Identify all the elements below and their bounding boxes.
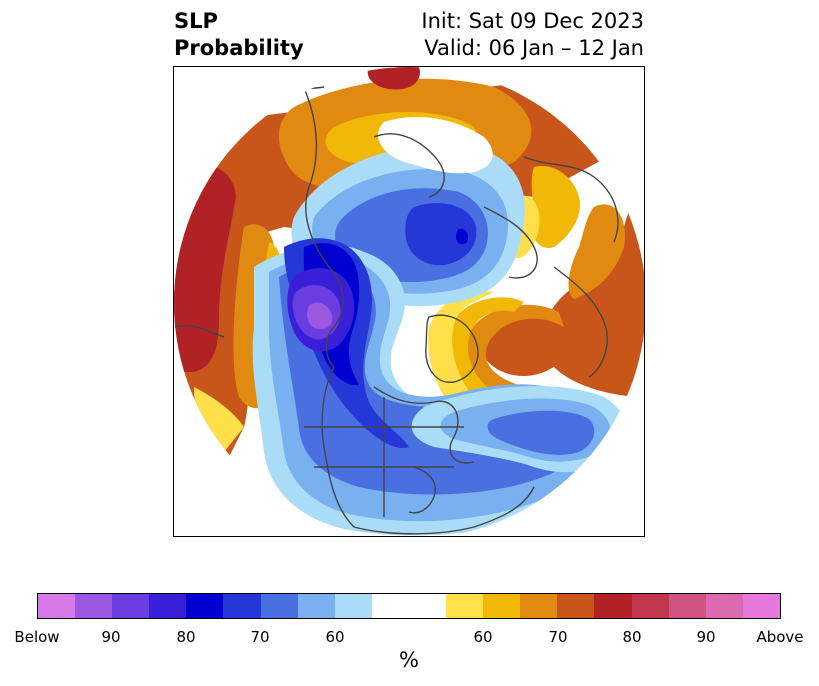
greenland-above-yellow (447, 297, 524, 407)
colorbar-segment (705, 594, 743, 618)
colorbar-segment (149, 594, 187, 618)
colorbar-segment (742, 594, 780, 618)
probability-map (174, 67, 644, 536)
cb-label-below: Below (14, 628, 60, 646)
atlantic-below-blue (487, 410, 595, 455)
cb-label-below-80: 80 (176, 628, 196, 646)
arctic-below-darkblue (456, 228, 469, 245)
cb-label-above: Above (756, 628, 804, 646)
colorbar-segment (186, 594, 224, 618)
colorbar-segment (668, 594, 706, 618)
colorbar-segment (112, 594, 150, 618)
greenland-above-orange (484, 313, 569, 377)
europe-above-red (367, 67, 420, 90)
colorbar-segment (520, 594, 558, 618)
colorbar-segment (594, 594, 632, 618)
colorbar-unit: % (399, 648, 419, 672)
colorbar-segment (297, 594, 335, 618)
init-date: Init: Sat 09 Dec 2023 (421, 9, 644, 33)
colorbar-segment (334, 594, 372, 618)
colorbar-segment (408, 594, 447, 618)
cb-label-above-90: 90 (696, 628, 716, 646)
title-probability: Probability (174, 36, 304, 60)
colorbar-segment (223, 594, 261, 618)
title-right: Init: Sat 09 Dec 2023 Valid: 06 Jan – 12… (421, 8, 644, 62)
colorbar-segment (38, 594, 76, 618)
cb-label-above-70: 70 (548, 628, 568, 646)
pacific-above-lightyellow (194, 387, 244, 452)
colorbar-segment (631, 594, 669, 618)
greenland-above-amber (465, 304, 564, 397)
colorbar (37, 593, 781, 619)
neutral-gap (377, 117, 493, 174)
title-slp: SLP (174, 9, 218, 33)
cb-label-below-70: 70 (250, 628, 270, 646)
arctic-below-deepblue (405, 203, 477, 266)
cb-label-above-60: 60 (473, 628, 493, 646)
colorbar-segment (371, 594, 409, 618)
alaska-below-lavender (306, 302, 333, 330)
cb-label-below-90: 90 (101, 628, 121, 646)
colorbar-segment (483, 594, 521, 618)
cb-label-above-80: 80 (622, 628, 642, 646)
title-left: SLP Probability (174, 8, 304, 62)
cb-label-below-60: 60 (325, 628, 345, 646)
siberia-above-amber (568, 204, 625, 299)
valid-range: Valid: 06 Jan – 12 Jan (424, 36, 644, 60)
colorbar-segment (75, 594, 113, 618)
colorbar-segment (446, 594, 484, 618)
greenland-above-lightyellow (428, 291, 494, 417)
map-frame (173, 66, 645, 537)
colorbar-segment (260, 594, 298, 618)
siberia-above-yellow (531, 166, 580, 248)
colorbar-segment (557, 594, 595, 618)
